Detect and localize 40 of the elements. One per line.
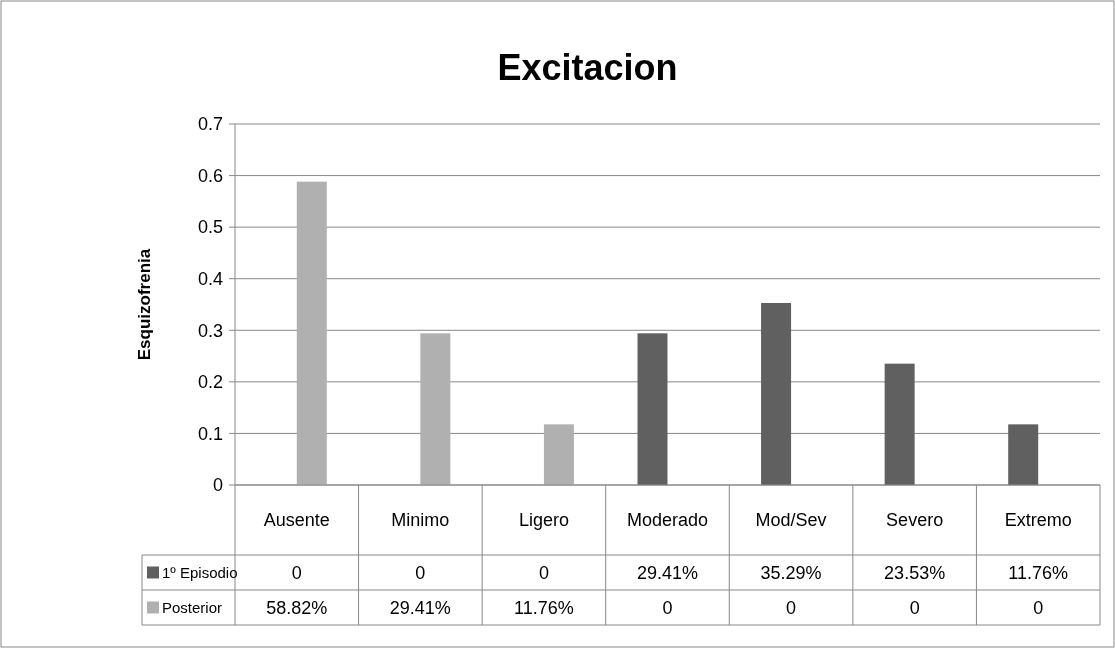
y-tick-label: 0.5 — [197, 217, 223, 238]
data-label: 35.29% — [760, 562, 822, 583]
bar — [543, 424, 574, 485]
x-tick-label: Severo — [886, 510, 944, 531]
data-label: 29.41% — [389, 597, 451, 618]
data-label: 58.82% — [266, 597, 328, 618]
x-tick-label: Minimo — [391, 510, 450, 531]
x-tick-label: Extremo — [1004, 510, 1072, 531]
data-label: 0 — [909, 597, 920, 618]
x-tick-label: Ausente — [263, 510, 330, 531]
bar — [637, 333, 668, 485]
y-axis-title: Esquizofrenia — [135, 248, 154, 361]
x-tick-label: Ligero — [518, 510, 569, 531]
data-label: 0 — [291, 562, 302, 583]
data-label: 0 — [786, 597, 797, 618]
bar — [420, 333, 451, 485]
bar — [761, 303, 792, 485]
data-label: 0 — [1033, 597, 1044, 618]
x-tick-label: Mod/Sev — [755, 510, 827, 531]
x-tick-label: Moderado — [626, 510, 709, 531]
data-label: 29.41% — [636, 562, 699, 583]
data-label: 0 — [662, 597, 673, 618]
data-label: 11.76% — [1008, 562, 1069, 583]
y-tick-label: 0.3 — [197, 320, 223, 341]
data-label: 0 — [538, 562, 549, 583]
y-tick-label: 0 — [212, 475, 223, 496]
chart-title: Excitacion — [497, 47, 678, 88]
y-tick-label: 0.7 — [197, 114, 223, 135]
data-label: 23.53% — [884, 562, 946, 583]
y-tick-label: 0.4 — [197, 269, 223, 290]
data-label: 11.76% — [514, 597, 574, 618]
legend-label: 1º Episodio — [162, 563, 238, 581]
legend-label: Posterior — [162, 598, 223, 616]
bar — [884, 363, 915, 485]
y-tick-label: 0.1 — [197, 423, 223, 444]
y-tick-label: 0.2 — [197, 372, 223, 393]
y-tick-label: 0.6 — [197, 165, 223, 186]
data-label: 0 — [415, 562, 426, 583]
bar — [1008, 424, 1039, 485]
bar — [296, 181, 327, 485]
